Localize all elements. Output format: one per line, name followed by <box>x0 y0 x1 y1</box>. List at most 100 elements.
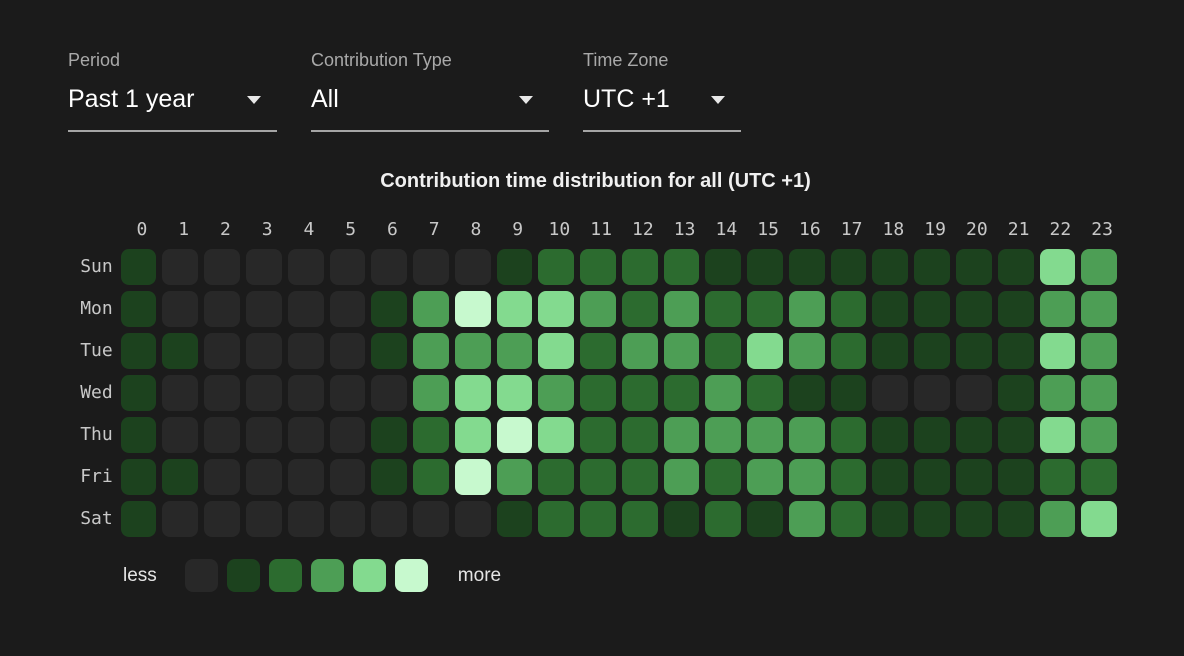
heatmap-cell-wed-17[interactable] <box>830 375 867 411</box>
heatmap-cell-fri-7[interactable] <box>413 459 449 495</box>
heatmap-cell-sat-2[interactable] <box>204 501 240 537</box>
heatmap-cell-sat-16[interactable] <box>788 501 825 537</box>
heatmap-cell-tue-6[interactable] <box>371 333 408 369</box>
heatmap-cell-sat-15[interactable] <box>747 501 783 537</box>
heatmap-cell-sat-4[interactable] <box>287 501 324 537</box>
heatmap-cell-fri-2[interactable] <box>204 459 240 495</box>
heatmap-cell-tue-5[interactable] <box>329 333 366 369</box>
heatmap-cell-mon-2[interactable] <box>204 291 240 327</box>
time-zone-select[interactable]: UTC +1 <box>583 85 741 132</box>
heatmap-cell-tue-11[interactable] <box>580 333 616 369</box>
heatmap-cell-fri-3[interactable] <box>246 459 282 495</box>
heatmap-cell-wed-1[interactable] <box>162 375 199 411</box>
heatmap-cell-tue-22[interactable] <box>1039 333 1076 369</box>
heatmap-cell-wed-2[interactable] <box>204 375 240 411</box>
heatmap-cell-wed-5[interactable] <box>329 375 366 411</box>
heatmap-cell-tue-20[interactable] <box>956 333 992 369</box>
heatmap-cell-wed-21[interactable] <box>997 375 1034 411</box>
heatmap-cell-fri-16[interactable] <box>788 459 825 495</box>
heatmap-cell-thu-12[interactable] <box>621 417 658 453</box>
heatmap-cell-mon-15[interactable] <box>747 291 783 327</box>
heatmap-cell-tue-2[interactable] <box>204 333 240 369</box>
heatmap-cell-thu-21[interactable] <box>997 417 1034 453</box>
heatmap-cell-mon-6[interactable] <box>371 291 408 327</box>
heatmap-cell-mon-23[interactable] <box>1081 291 1118 327</box>
heatmap-cell-tue-23[interactable] <box>1081 333 1118 369</box>
heatmap-cell-fri-22[interactable] <box>1039 459 1076 495</box>
heatmap-cell-thu-10[interactable] <box>538 417 575 453</box>
heatmap-cell-mon-13[interactable] <box>663 291 700 327</box>
heatmap-cell-fri-13[interactable] <box>663 459 700 495</box>
heatmap-cell-wed-15[interactable] <box>747 375 783 411</box>
heatmap-cell-tue-4[interactable] <box>287 333 324 369</box>
contribution-type-dropdown[interactable]: Contribution Type All <box>311 50 549 132</box>
heatmap-cell-sat-21[interactable] <box>997 501 1034 537</box>
heatmap-cell-sun-4[interactable] <box>287 249 324 285</box>
heatmap-cell-wed-18[interactable] <box>872 375 909 411</box>
heatmap-cell-tue-19[interactable] <box>914 333 951 369</box>
heatmap-cell-sun-8[interactable] <box>454 249 491 285</box>
heatmap-cell-fri-21[interactable] <box>997 459 1034 495</box>
heatmap-cell-fri-14[interactable] <box>705 459 742 495</box>
heatmap-cell-mon-4[interactable] <box>287 291 324 327</box>
heatmap-cell-tue-8[interactable] <box>454 333 491 369</box>
heatmap-cell-thu-20[interactable] <box>956 417 992 453</box>
heatmap-cell-thu-1[interactable] <box>162 417 199 453</box>
heatmap-cell-sat-0[interactable] <box>120 501 157 537</box>
heatmap-cell-fri-5[interactable] <box>329 459 366 495</box>
heatmap-cell-wed-8[interactable] <box>454 375 491 411</box>
heatmap-cell-thu-14[interactable] <box>705 417 742 453</box>
heatmap-cell-mon-8[interactable] <box>454 291 491 327</box>
heatmap-cell-sun-5[interactable] <box>329 249 366 285</box>
heatmap-cell-mon-18[interactable] <box>872 291 909 327</box>
heatmap-cell-sat-9[interactable] <box>496 501 533 537</box>
heatmap-cell-thu-13[interactable] <box>663 417 700 453</box>
heatmap-cell-thu-6[interactable] <box>371 417 408 453</box>
heatmap-cell-fri-0[interactable] <box>120 459 157 495</box>
heatmap-cell-sun-10[interactable] <box>538 249 575 285</box>
heatmap-cell-mon-22[interactable] <box>1039 291 1076 327</box>
heatmap-cell-sun-20[interactable] <box>956 249 992 285</box>
heatmap-cell-sun-9[interactable] <box>496 249 533 285</box>
heatmap-cell-fri-15[interactable] <box>747 459 783 495</box>
heatmap-cell-sun-12[interactable] <box>621 249 658 285</box>
heatmap-cell-thu-8[interactable] <box>454 417 491 453</box>
heatmap-cell-wed-20[interactable] <box>956 375 992 411</box>
heatmap-cell-thu-7[interactable] <box>413 417 449 453</box>
heatmap-cell-thu-3[interactable] <box>246 417 282 453</box>
heatmap-cell-fri-20[interactable] <box>956 459 992 495</box>
heatmap-cell-mon-10[interactable] <box>538 291 575 327</box>
heatmap-cell-sat-12[interactable] <box>621 501 658 537</box>
heatmap-cell-sun-23[interactable] <box>1081 249 1118 285</box>
heatmap-cell-sat-22[interactable] <box>1039 501 1076 537</box>
heatmap-cell-wed-19[interactable] <box>914 375 951 411</box>
heatmap-cell-tue-13[interactable] <box>663 333 700 369</box>
heatmap-cell-fri-10[interactable] <box>538 459 575 495</box>
heatmap-cell-sun-18[interactable] <box>872 249 909 285</box>
heatmap-cell-mon-11[interactable] <box>580 291 616 327</box>
heatmap-cell-fri-4[interactable] <box>287 459 324 495</box>
heatmap-cell-mon-16[interactable] <box>788 291 825 327</box>
heatmap-cell-sat-11[interactable] <box>580 501 616 537</box>
heatmap-cell-sat-10[interactable] <box>538 501 575 537</box>
heatmap-cell-sat-18[interactable] <box>872 501 909 537</box>
heatmap-cell-thu-9[interactable] <box>496 417 533 453</box>
heatmap-cell-sun-14[interactable] <box>705 249 742 285</box>
heatmap-cell-tue-18[interactable] <box>872 333 909 369</box>
heatmap-cell-wed-4[interactable] <box>287 375 324 411</box>
heatmap-cell-mon-3[interactable] <box>246 291 282 327</box>
heatmap-cell-sun-1[interactable] <box>162 249 199 285</box>
heatmap-cell-fri-23[interactable] <box>1081 459 1118 495</box>
heatmap-cell-mon-1[interactable] <box>162 291 199 327</box>
contribution-type-select[interactable]: All <box>311 85 549 132</box>
heatmap-cell-tue-14[interactable] <box>705 333 742 369</box>
heatmap-cell-mon-9[interactable] <box>496 291 533 327</box>
heatmap-cell-fri-9[interactable] <box>496 459 533 495</box>
heatmap-cell-sun-13[interactable] <box>663 249 700 285</box>
heatmap-cell-tue-17[interactable] <box>830 333 867 369</box>
heatmap-cell-sun-15[interactable] <box>747 249 783 285</box>
heatmap-cell-sat-14[interactable] <box>705 501 742 537</box>
heatmap-cell-thu-4[interactable] <box>287 417 324 453</box>
heatmap-cell-fri-19[interactable] <box>914 459 951 495</box>
heatmap-cell-sat-17[interactable] <box>830 501 867 537</box>
